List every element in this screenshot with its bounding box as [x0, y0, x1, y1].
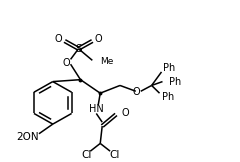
Text: S: S — [75, 44, 82, 54]
Text: Ph: Ph — [163, 63, 176, 73]
Text: Me: Me — [100, 57, 114, 66]
Text: Ph: Ph — [162, 92, 174, 102]
Text: HN: HN — [89, 104, 104, 114]
Text: O: O — [55, 34, 63, 44]
Text: 2ON: 2ON — [16, 132, 38, 142]
Text: O: O — [95, 34, 102, 44]
Text: Cl: Cl — [109, 150, 119, 160]
Text: Cl: Cl — [81, 150, 92, 160]
Text: O: O — [122, 108, 130, 117]
Text: Ph: Ph — [169, 77, 182, 87]
Text: O: O — [133, 87, 141, 97]
Text: O: O — [63, 58, 70, 68]
